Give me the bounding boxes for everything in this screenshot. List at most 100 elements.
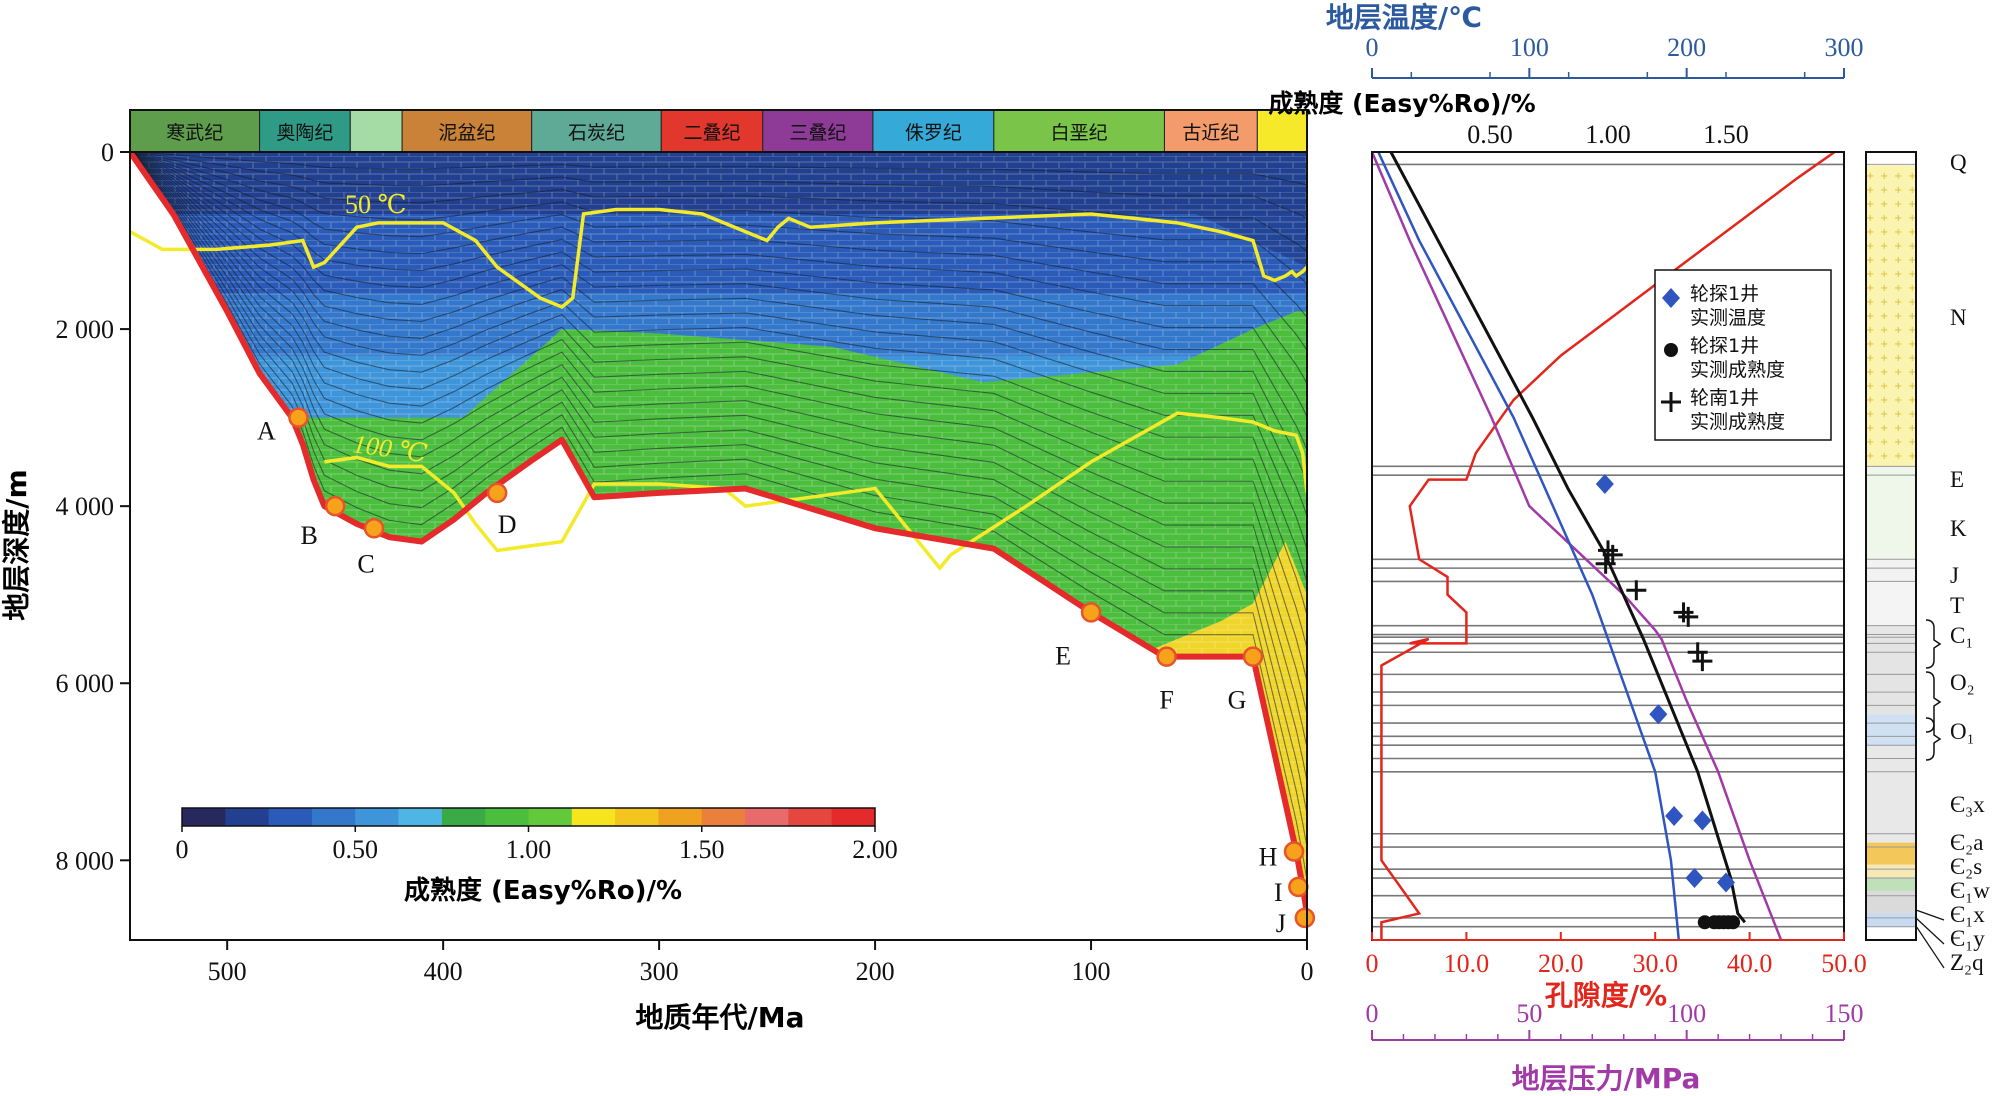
stratum-label: Є₃x [1950, 792, 1985, 817]
temperature-tick-label: 0 [1366, 33, 1379, 62]
period-cell [259, 109, 351, 153]
period-cell [762, 109, 874, 153]
measured-maturity-plus [1598, 540, 1618, 561]
stratum-label: O₂ [1950, 670, 1975, 695]
legend-box [1654, 269, 1832, 441]
pressure-tick-label: 150 [1825, 999, 1864, 1028]
isotherm-100 [324, 411, 1307, 571]
geologic-period-bar: 寒武纪 奥陶纪 泥盆纪 石炭纪 二叠纪 三叠纪 侏罗纪 白垩纪 古近纪 [129, 109, 1308, 153]
lithology-unit [1866, 878, 1916, 892]
burial-point-label: F [1159, 686, 1173, 715]
stratum-label: T [1950, 593, 1964, 618]
y-tick-label: 0 [101, 138, 114, 167]
burial-point-marker [1288, 876, 1309, 898]
burial-point-marker [1156, 646, 1177, 667]
x-axis-ticks: 500 400 300 200 100 0 [208, 940, 1314, 986]
y-axis-ticks: 0 2 000 4 000 6 000 8 000 [56, 138, 130, 875]
measured-temperature-diamond [1717, 872, 1735, 893]
stratum-brace [1925, 671, 1942, 733]
temperature-tick-label: 100 [1510, 33, 1549, 62]
pressure-tick-label: 0 [1366, 999, 1379, 1028]
strata-line [130, 152, 1307, 285]
stratum-label: O₁ [1950, 719, 1975, 744]
burial-point-marker [486, 482, 508, 504]
lithology-unit [1866, 559, 1916, 582]
colorbar-cell [398, 808, 443, 826]
isotherm-50-label: 50 ℃ [345, 190, 407, 219]
period-cell [531, 109, 662, 153]
lithology-unit [1866, 842, 1916, 865]
lithology-unit [1866, 638, 1916, 715]
plot-frame [129, 151, 1308, 941]
x-tick-label: 500 [208, 957, 247, 986]
stratum-label: K [1950, 516, 1967, 541]
burial-history-panel: 寒武纪 奥陶纪 泥盆纪 石炭纪 二叠纪 三叠纪 侏罗纪 白垩纪 古近纪 50 ℃ 100 ℃ A… [0, 109, 1316, 1034]
strata-line [130, 152, 1307, 848]
stratum-label: C₁ [1950, 623, 1973, 648]
strata-boundaries [1372, 163, 1844, 928]
stratum-brace [1925, 717, 1942, 761]
burial-point-marker [1294, 907, 1316, 929]
colorbar-label: 成熟度 (Easy%Ro)/% [404, 875, 682, 906]
colorbar-cell [182, 808, 226, 826]
strata-line [130, 152, 1307, 418]
strata-line [130, 152, 1307, 616]
period-name: 泥盆纪 [438, 122, 495, 144]
y-tick-label: 6 000 [56, 669, 115, 698]
legend-line1: 轮探1井 [1690, 283, 1759, 305]
burial-point-marker [324, 495, 346, 517]
colorbar-cell [485, 808, 529, 826]
legend-plus-icon [1661, 392, 1681, 412]
measured-temperature-diamond [1649, 704, 1668, 725]
colorbar-tick-label: 2.00 [852, 835, 898, 864]
colorbar-cell [615, 808, 659, 826]
legend-dot-icon [1664, 343, 1678, 357]
strata-line [130, 152, 1307, 815]
maturity-tick-label: 1.50 [1703, 120, 1749, 149]
lithology-unit [1866, 165, 1916, 467]
pressure-tick-label: 100 [1667, 999, 1706, 1028]
burial-point-label: B [300, 521, 317, 550]
lunnan-maturity-points [1595, 540, 1713, 672]
strata-line [130, 152, 1307, 219]
legend-diamond-icon [1662, 288, 1680, 308]
burial-points: A B C D E F G HIJ [257, 407, 1316, 938]
stratum-label: Є₂a [1950, 830, 1983, 855]
period-name: 奥陶纪 [276, 122, 333, 144]
measured-maturity-plus [1687, 642, 1708, 663]
measured-maturity-dot [1726, 915, 1741, 930]
porosity-axis-label: 孔隙度/% [1545, 979, 1667, 1012]
lithology-unit [1866, 864, 1916, 879]
stratum-label: Є₁w [1950, 878, 1990, 903]
lithology-unit [1866, 745, 1916, 843]
stratum-brace [1925, 619, 1942, 669]
stratum-label: E [1950, 467, 1964, 492]
lithology-unit [1866, 581, 1916, 626]
period-cell [1256, 109, 1308, 153]
x-tick-label: 400 [424, 957, 463, 986]
burial-point-marker [1283, 841, 1305, 862]
maturity-axis: 0.50 1.00 1.50 [1467, 120, 1749, 149]
colorbar-cell [831, 808, 876, 826]
porosity-tick-label: 40.0 [1727, 949, 1773, 978]
period-name: 三叠纪 [789, 122, 846, 144]
colorbar-cell [571, 808, 616, 826]
measured-temperature-diamond [1693, 810, 1712, 831]
strata-line [130, 152, 1307, 451]
strata-line [130, 152, 1307, 682]
period-name: 白垩纪 [1051, 122, 1108, 144]
period-cell [349, 109, 403, 153]
colorbar-tick-label: 1.50 [679, 835, 725, 864]
lithology-unit [1866, 926, 1916, 940]
period-cell [993, 109, 1165, 153]
colorbar-cell [658, 808, 703, 826]
colorbar-cell [311, 808, 356, 826]
strata-line [130, 152, 1307, 318]
strata-line [130, 152, 1307, 649]
burial-point-label: H [1259, 842, 1278, 871]
measured-temperature-diamond [1665, 806, 1684, 827]
burial-point-marker [363, 518, 385, 539]
